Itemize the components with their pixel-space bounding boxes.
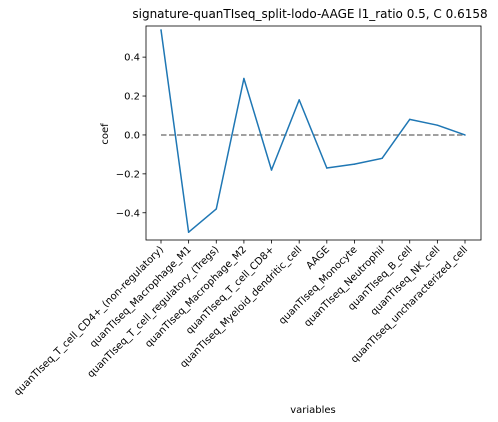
plot-area: 0.40.20.0−0.2−0.4quanTIseq_T_cell_CD4+_(… [12, 25, 482, 398]
data-point-7 [353, 163, 356, 165]
data-point-10 [436, 124, 439, 126]
data-point-11 [464, 134, 466, 136]
data-point-6 [326, 167, 328, 169]
x-axis-label: variables [290, 405, 336, 416]
plot-frame [145, 25, 482, 241]
data-point-3 [243, 77, 245, 80]
data-point-0 [160, 29, 162, 31]
data-point-8 [381, 157, 383, 160]
y-tick-label-2: 0.0 [124, 130, 140, 141]
y-tick-label-0: 0.4 [124, 53, 140, 64]
x-tick-label-3: quanTIseq_Macrophage_M2 [143, 244, 249, 350]
data-point-2 [215, 208, 218, 210]
y-tick-label-3: −0.2 [116, 169, 140, 180]
data-point-4 [270, 169, 273, 171]
y-tick-label-1: 0.2 [124, 92, 140, 103]
data-point-5 [298, 99, 300, 101]
series-line-0 [160, 29, 466, 233]
y-axis-label: coef [100, 123, 111, 145]
data-point-1 [187, 231, 190, 233]
data-point-9 [408, 118, 411, 121]
x-tick-label-1: quanTIseq_Macrophage_M1 [88, 244, 194, 350]
y-tick-label-4: −0.4 [116, 208, 140, 219]
chart-title: signature-quanTIseq_split-lodo-AAGE l1_r… [132, 7, 487, 21]
